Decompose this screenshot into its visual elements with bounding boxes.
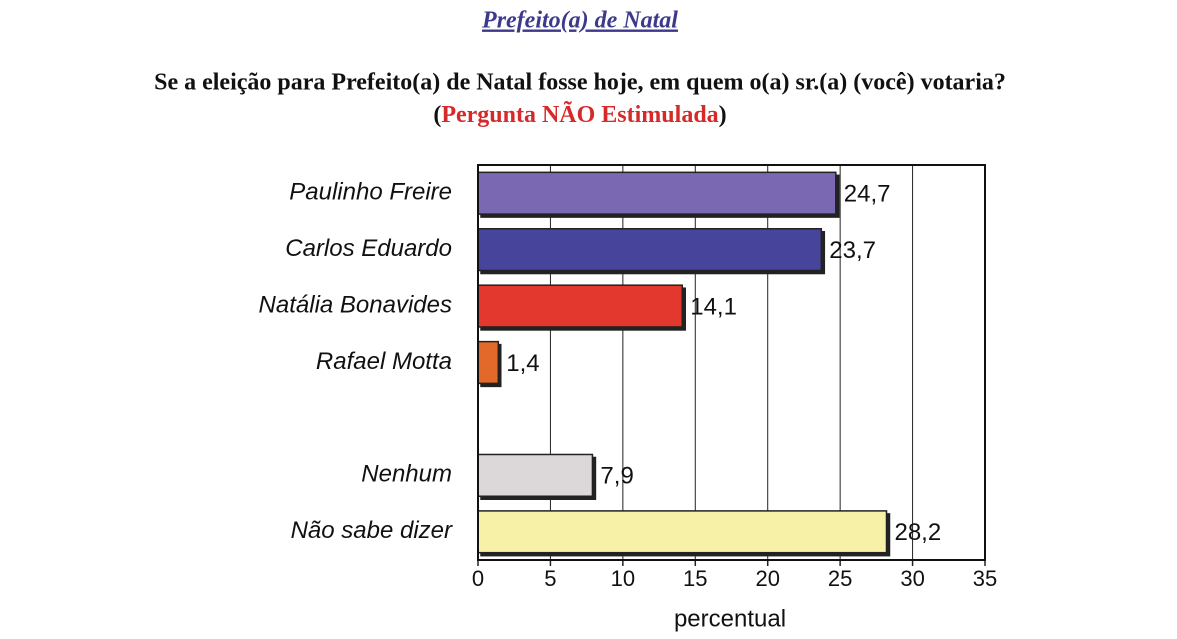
bar bbox=[477, 284, 683, 328]
bar bbox=[477, 453, 594, 497]
plot-frame bbox=[477, 164, 986, 561]
annotation: (Pergunta NÃO Estimulada) bbox=[433, 102, 726, 128]
bar bbox=[477, 228, 823, 272]
annotation-close: ) bbox=[719, 102, 727, 128]
x-tick-label: 0 bbox=[472, 566, 484, 591]
x-tick-label: 20 bbox=[755, 566, 779, 591]
bar bbox=[477, 340, 500, 385]
x-tick-label: 25 bbox=[828, 566, 852, 591]
chart-subtitle: Se a eleição para Prefeito(a) de Natal f… bbox=[154, 70, 1006, 96]
annotation-text: Pergunta NÃO Estimulada bbox=[441, 102, 718, 128]
x-axis-label: percentual bbox=[674, 605, 786, 632]
chart-title: Prefeito(a) de Natal bbox=[481, 8, 678, 34]
y-tick-label: Não sabe dizer bbox=[291, 517, 453, 544]
value-label: 14,1 bbox=[690, 293, 737, 320]
value-label: 28,2 bbox=[894, 519, 941, 546]
x-tick-label: 10 bbox=[611, 566, 635, 591]
annotation-open: ( bbox=[433, 102, 441, 128]
x-tick-label: 5 bbox=[544, 566, 556, 591]
y-tick-label: Nenhum bbox=[361, 461, 452, 488]
y-tick-label: Paulinho Freire bbox=[289, 179, 452, 206]
y-tick-label: Carlos Eduardo bbox=[285, 235, 452, 262]
bar bbox=[477, 171, 837, 215]
y-tick-label: Rafael Motta bbox=[316, 348, 452, 375]
x-tick-label: 35 bbox=[973, 566, 997, 591]
x-tick-label: 15 bbox=[683, 566, 707, 591]
value-label: 1,4 bbox=[506, 350, 539, 377]
value-label: 7,9 bbox=[600, 463, 633, 490]
value-label: 24,7 bbox=[844, 181, 891, 208]
y-tick-label: Natália Bonavides bbox=[259, 291, 452, 318]
value-label: 23,7 bbox=[829, 237, 876, 264]
bar bbox=[477, 510, 888, 554]
x-tick-label: 30 bbox=[900, 566, 924, 591]
